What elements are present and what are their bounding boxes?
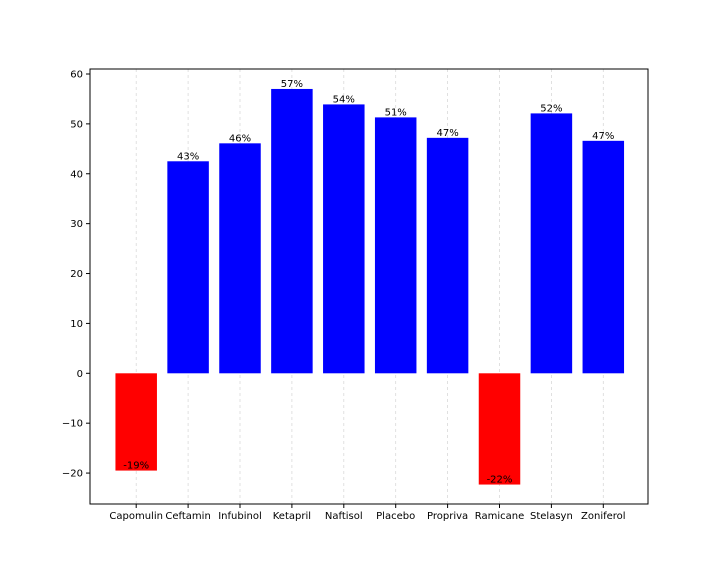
- plot-frame: [89, 68, 649, 505]
- bar-stelasyn: [530, 113, 573, 374]
- y-tick-label: 10: [70, 319, 83, 330]
- x-tick-label: Ceftamin: [165, 511, 210, 522]
- bar-naftisol: [323, 104, 365, 374]
- x-tick-label: Ketapril: [273, 511, 311, 522]
- data-label: 51%: [385, 107, 407, 118]
- bar-infubinol: [219, 143, 261, 374]
- bar-ketapril: [271, 88, 313, 374]
- data-label: -22%: [487, 475, 513, 486]
- data-label: 46%: [229, 133, 251, 144]
- y-tick-label: 50: [70, 119, 83, 130]
- x-tick-label: Zoniferol: [581, 511, 626, 522]
- data-label: -19%: [123, 461, 149, 472]
- x-tick-label: Naftisol: [325, 511, 363, 522]
- y-axis: −20 −10 0 10 20 30 40 50 60: [62, 69, 90, 480]
- y-tick-label: 0: [77, 369, 83, 380]
- x-tick-label: Infubinol: [218, 511, 262, 522]
- bar-placebo: [374, 117, 417, 374]
- y-tick-label: 20: [70, 269, 83, 280]
- x-tick-label: Capomulin: [109, 511, 163, 522]
- data-label: 47%: [436, 128, 458, 139]
- bar-capomulin: [115, 373, 157, 471]
- x-axis: Capomulin Ceftamin Infubinol Ketapril Naftis…: [109, 504, 626, 522]
- data-label: 52%: [540, 103, 562, 114]
- bar-ramicane: [478, 373, 521, 485]
- x-tick-label: Stelasyn: [530, 511, 573, 522]
- x-tick-label: Placebo: [376, 511, 415, 522]
- y-tick-label: 30: [70, 219, 83, 230]
- bar-zoniferol: [582, 140, 625, 374]
- bar-propriva: [426, 137, 469, 374]
- x-tick-label: Ramicane: [475, 511, 525, 522]
- data-labels: -19% 43% 46% 57% 54% 51% 47% -22% 52% 47%: [123, 79, 614, 486]
- data-label: 47%: [592, 131, 614, 142]
- y-tick-label: 60: [70, 69, 83, 80]
- x-tick-label: Propriva: [427, 511, 468, 522]
- data-label: 54%: [333, 94, 355, 105]
- bars: [115, 88, 625, 485]
- bar-ceftamin: [167, 161, 209, 374]
- y-tick-label: −10: [62, 419, 83, 430]
- y-tick-label: 40: [70, 169, 83, 180]
- data-label: 43%: [177, 151, 199, 162]
- data-label: 57%: [281, 79, 303, 90]
- y-tick-label: −20: [62, 469, 83, 480]
